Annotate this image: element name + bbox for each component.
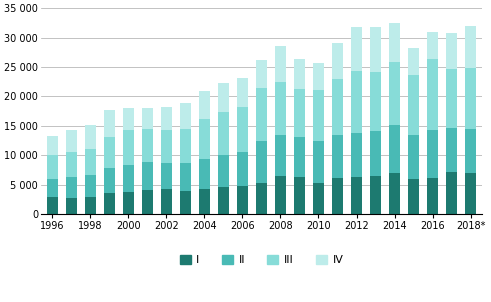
- Bar: [237, 107, 248, 152]
- Bar: [66, 178, 77, 198]
- Bar: [427, 59, 438, 130]
- Bar: [218, 155, 229, 188]
- Bar: [142, 108, 153, 129]
- Bar: [104, 111, 115, 137]
- Bar: [446, 172, 457, 214]
- Bar: [313, 141, 324, 183]
- Bar: [427, 178, 438, 214]
- Bar: [465, 26, 476, 68]
- Bar: [123, 108, 134, 130]
- Bar: [275, 135, 286, 176]
- Bar: [389, 62, 400, 125]
- Bar: [142, 162, 153, 190]
- Bar: [294, 137, 305, 178]
- Bar: [332, 178, 343, 214]
- Bar: [351, 178, 362, 214]
- Bar: [123, 130, 134, 165]
- Bar: [465, 173, 476, 214]
- Bar: [256, 183, 267, 214]
- Bar: [275, 82, 286, 135]
- Bar: [218, 188, 229, 214]
- Bar: [446, 69, 457, 128]
- Bar: [465, 129, 476, 173]
- Bar: [237, 78, 248, 107]
- Bar: [180, 191, 191, 214]
- Bar: [104, 193, 115, 214]
- Bar: [408, 135, 419, 179]
- Bar: [104, 137, 115, 168]
- Bar: [370, 131, 381, 176]
- Bar: [104, 168, 115, 193]
- Bar: [84, 125, 96, 149]
- Bar: [294, 59, 305, 89]
- Bar: [84, 149, 96, 175]
- Bar: [408, 75, 419, 135]
- Bar: [161, 107, 172, 130]
- Bar: [332, 43, 343, 79]
- Bar: [351, 71, 362, 133]
- Bar: [161, 163, 172, 189]
- Bar: [199, 189, 210, 214]
- Bar: [370, 72, 381, 131]
- Bar: [351, 133, 362, 178]
- Bar: [294, 89, 305, 137]
- Bar: [351, 27, 362, 71]
- Bar: [161, 189, 172, 214]
- Bar: [47, 136, 58, 155]
- Bar: [66, 152, 77, 178]
- Bar: [142, 129, 153, 162]
- Bar: [66, 198, 77, 214]
- Bar: [66, 130, 77, 152]
- Bar: [161, 130, 172, 163]
- Bar: [389, 173, 400, 214]
- Bar: [84, 175, 96, 197]
- Bar: [275, 176, 286, 214]
- Bar: [218, 112, 229, 155]
- Bar: [123, 165, 134, 192]
- Bar: [408, 179, 419, 214]
- Bar: [47, 197, 58, 214]
- Bar: [446, 128, 457, 172]
- Bar: [408, 47, 419, 75]
- Bar: [47, 155, 58, 179]
- Bar: [47, 179, 58, 197]
- Legend: I, II, III, IV: I, II, III, IV: [175, 250, 348, 270]
- Bar: [332, 135, 343, 178]
- Bar: [427, 130, 438, 178]
- Bar: [313, 63, 324, 91]
- Bar: [199, 159, 210, 189]
- Bar: [180, 163, 191, 191]
- Bar: [427, 32, 438, 59]
- Bar: [465, 68, 476, 129]
- Bar: [446, 33, 457, 69]
- Bar: [389, 125, 400, 173]
- Bar: [332, 79, 343, 135]
- Bar: [313, 183, 324, 214]
- Bar: [84, 197, 96, 214]
- Bar: [256, 88, 267, 141]
- Bar: [180, 129, 191, 163]
- Bar: [237, 152, 248, 186]
- Bar: [142, 190, 153, 214]
- Bar: [237, 186, 248, 214]
- Bar: [389, 23, 400, 62]
- Bar: [370, 176, 381, 214]
- Bar: [256, 60, 267, 88]
- Bar: [256, 141, 267, 183]
- Bar: [370, 27, 381, 72]
- Bar: [294, 178, 305, 214]
- Bar: [218, 83, 229, 112]
- Bar: [123, 192, 134, 214]
- Bar: [313, 91, 324, 141]
- Bar: [199, 91, 210, 119]
- Bar: [199, 119, 210, 159]
- Bar: [180, 103, 191, 129]
- Bar: [275, 46, 286, 82]
